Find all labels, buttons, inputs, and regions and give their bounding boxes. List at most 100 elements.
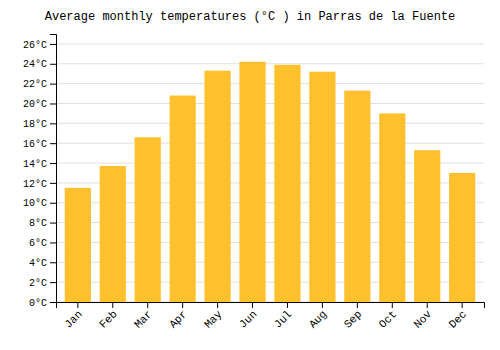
y-tick-label: 16°C (23, 139, 47, 150)
x-tick-mark (462, 302, 463, 308)
y-tick: 10°C (23, 198, 56, 209)
y-tick-mark (50, 242, 56, 243)
y-tick: 24°C (23, 59, 56, 70)
y-tick-label: 24°C (23, 59, 47, 70)
grid-line (56, 43, 484, 44)
y-tick-mark (50, 44, 56, 45)
y-tick-label: 4°C (29, 258, 47, 269)
y-tick: 4°C (29, 258, 56, 269)
y-tick: 2°C (29, 278, 56, 289)
grid-line (56, 63, 484, 64)
x-tick-label: Nov (412, 308, 435, 331)
x-tick-label: Apr (167, 308, 189, 330)
x-tick: Aug (307, 302, 329, 331)
y-tick-label: 12°C (23, 179, 47, 190)
y-tick-mark (50, 223, 56, 224)
y-tick-mark (50, 84, 56, 85)
x-tick-label: Dec (447, 308, 469, 330)
x-tick: Apr (167, 302, 189, 331)
y-tick: 18°C (23, 119, 56, 130)
x-tick-label: Oct (377, 308, 399, 330)
x-tick-mark (392, 302, 393, 308)
x-tick: Jul (272, 302, 294, 331)
y-tick: 16°C (23, 139, 56, 150)
x-tick-label: Feb (97, 308, 119, 330)
y-tick-mark (50, 282, 56, 283)
grid-line (56, 83, 484, 84)
grid-line (56, 123, 484, 124)
y-tick-label: 2°C (29, 278, 47, 289)
y-tick-mark (50, 64, 56, 65)
bar (239, 62, 265, 302)
x-tick-label: Sep (342, 308, 364, 330)
y-axis: 0°C 2°C 4°C 6°C 8°C 10°C 12°C 14°C 16°C 18°C 20°C 2… (23, 35, 57, 309)
y-tick-label: 14°C (23, 159, 47, 170)
x-tick-mark (287, 302, 288, 308)
bar (204, 71, 230, 302)
x-tick-mark (182, 302, 183, 308)
y-tick-mark (50, 163, 56, 164)
y-tick-mark (50, 123, 56, 124)
x-tick-mark (427, 302, 428, 308)
plot: Jan Feb Mar Apr May Jun Jul Aug Sep Oct Nov Dec 0°C 2… (23, 35, 485, 331)
bar (379, 113, 405, 302)
y-tick: 22°C (23, 79, 56, 90)
bar (344, 91, 370, 302)
x-tick: Jan (62, 302, 84, 331)
x-tick: Oct (377, 302, 399, 331)
bar (170, 96, 196, 302)
y-tick: 26°C (23, 40, 56, 51)
x-tick-mark (357, 302, 358, 308)
y-tick: 0°C (29, 298, 56, 309)
x-tick-label: Jul (272, 308, 294, 330)
bar (449, 173, 475, 302)
x-tick-label: Aug (307, 308, 329, 330)
x-tick: Sep (342, 302, 364, 331)
x-tick-mark (147, 302, 148, 308)
y-tick-label: 8°C (29, 218, 47, 229)
y-tick: 8°C (29, 218, 56, 229)
grid-line (56, 103, 484, 104)
bar (414, 150, 440, 302)
y-tick-label: 22°C (23, 79, 47, 90)
x-tick-label: Mar (132, 308, 154, 330)
y-tick-mark (50, 143, 56, 144)
y-tick: 6°C (29, 238, 56, 249)
x-tick: Mar (132, 302, 154, 331)
title: Average monthly temperatures (°C ) in Pa… (45, 10, 455, 24)
chart: Jan Feb Mar Apr May Jun Jul Aug Sep Oct Nov Dec 0°C 2… (0, 0, 500, 350)
y-tick: 14°C (23, 159, 56, 170)
x-axis: Jan Feb Mar Apr May Jun Jul Aug Sep Oct Nov Dec (57, 302, 485, 331)
y-tick-label: 20°C (23, 99, 47, 110)
y-tick: 12°C (23, 179, 56, 190)
y-tick-label: 10°C (23, 198, 47, 209)
bar (100, 166, 126, 302)
y-tick: 20°C (23, 99, 56, 110)
x-tick-mark (217, 302, 218, 308)
y-tick-label: 6°C (29, 238, 47, 249)
y-tick-mark (50, 183, 56, 184)
bar (65, 188, 91, 302)
y-tick-label: 0°C (29, 298, 47, 309)
x-tick: Jun (237, 302, 259, 331)
x-tick-label: Jan (62, 308, 84, 330)
x-tick-label: Jun (237, 308, 259, 330)
y-tick-label: 26°C (23, 40, 47, 51)
grid (56, 44, 484, 302)
y-tick-mark (50, 103, 56, 104)
bar (135, 137, 161, 302)
bar (274, 65, 300, 302)
bar (309, 72, 335, 302)
y-tick-mark (50, 203, 56, 204)
x-tick-mark (322, 302, 323, 308)
y-tick-mark (50, 262, 56, 263)
bars (65, 62, 476, 302)
x-tick-mark (77, 302, 78, 308)
x-tick: May (202, 302, 225, 331)
x-tick: Dec (447, 302, 469, 331)
x-tick-label: May (202, 308, 225, 331)
x-axis-line (57, 303, 485, 309)
grid-line (56, 143, 484, 144)
x-tick-mark (112, 302, 113, 308)
x-tick: Feb (97, 302, 119, 331)
